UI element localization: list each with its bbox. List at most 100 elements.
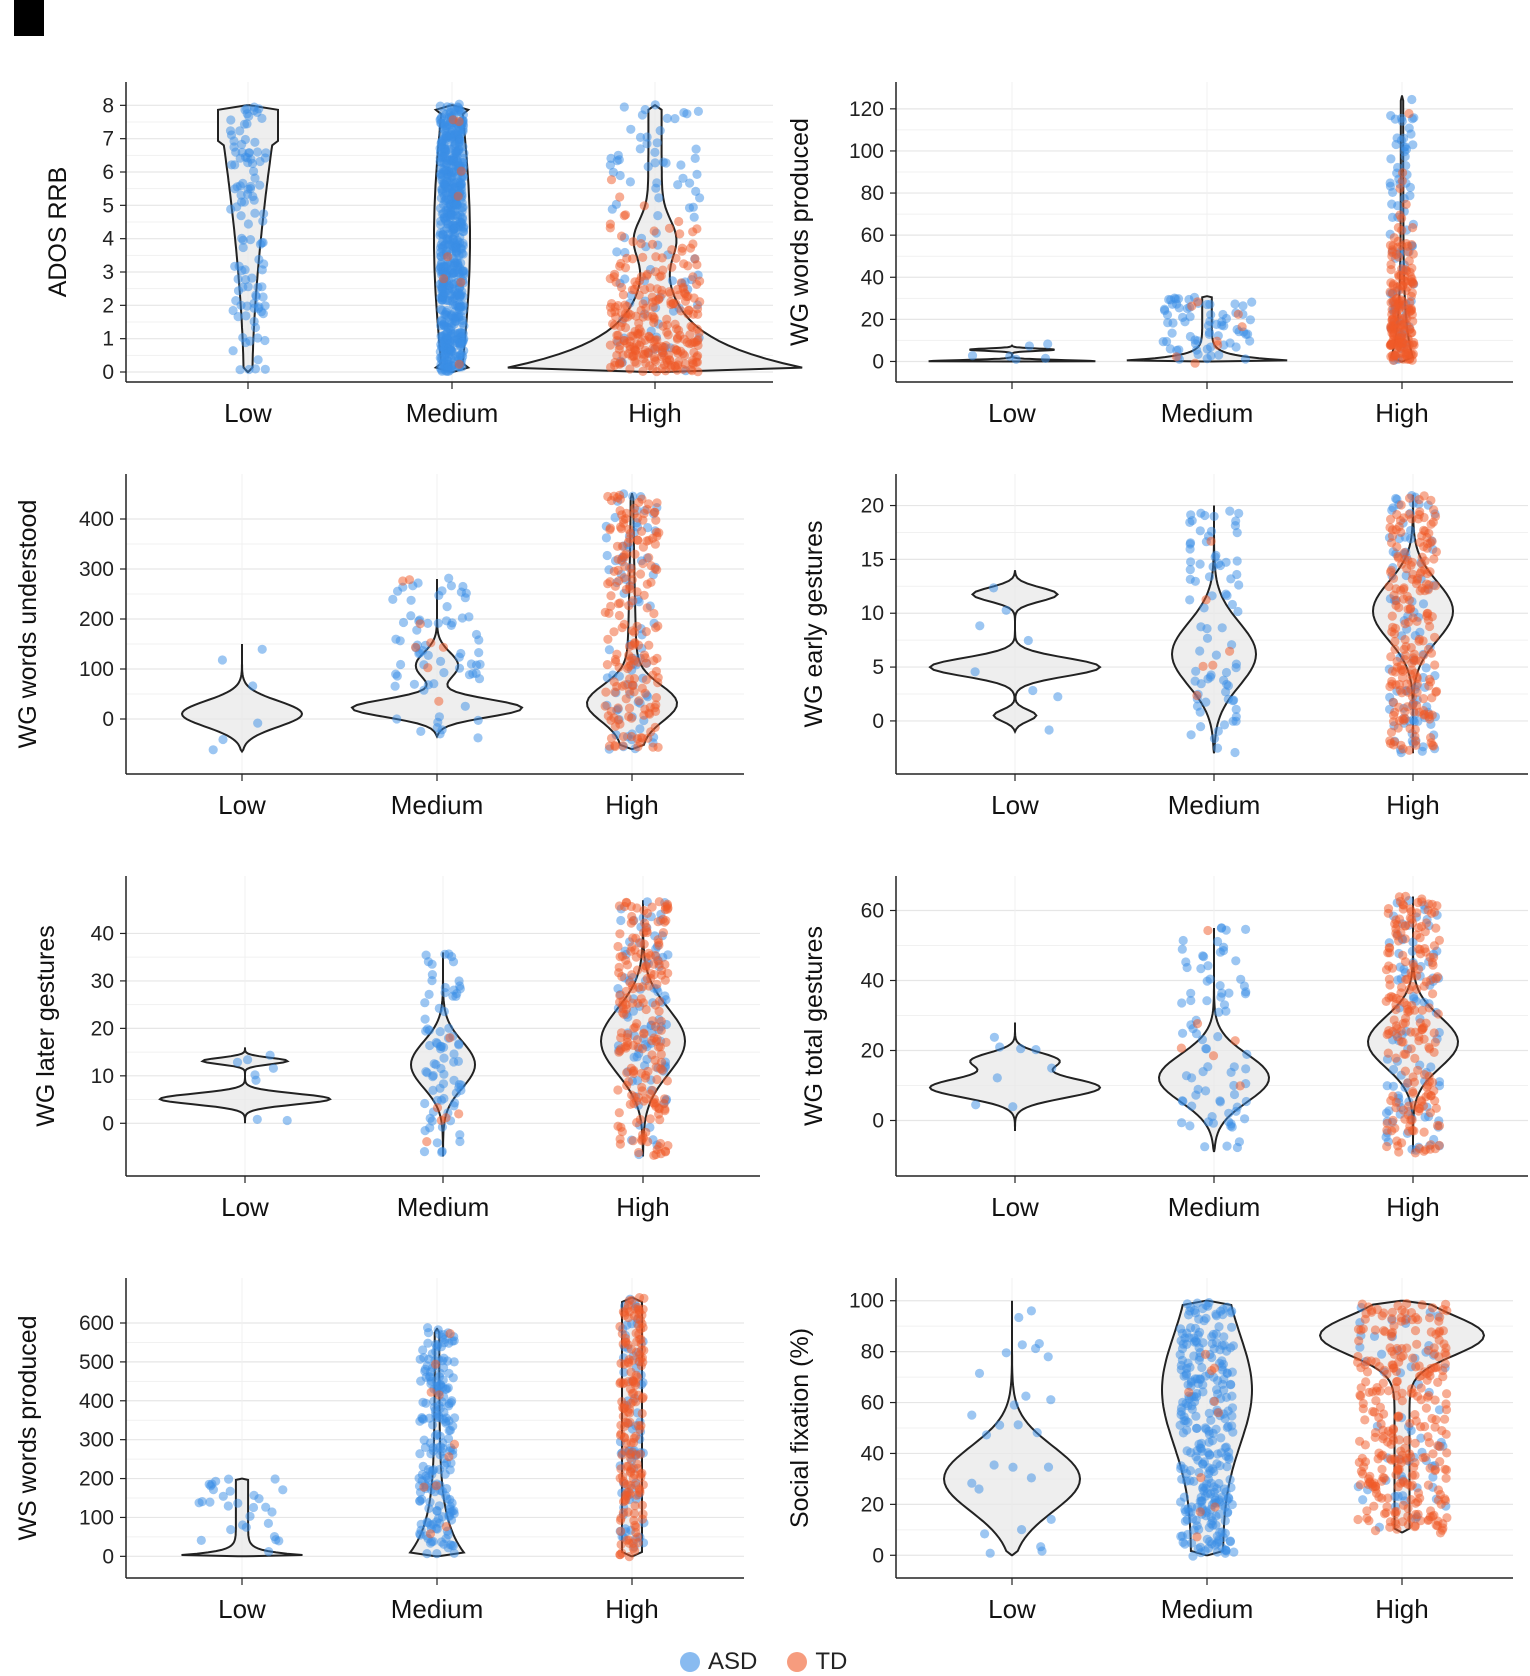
td-point bbox=[1397, 213, 1407, 223]
td-point bbox=[657, 289, 667, 299]
asd-point bbox=[1199, 952, 1209, 962]
td-point bbox=[635, 569, 646, 579]
asd-point bbox=[989, 1032, 1000, 1042]
td-point bbox=[664, 223, 675, 233]
asd-point bbox=[258, 216, 268, 226]
asd-point bbox=[248, 681, 258, 691]
asd-point bbox=[1205, 672, 1215, 682]
violin-shape bbox=[180, 644, 304, 754]
td-point bbox=[444, 1452, 454, 1462]
asd-point bbox=[444, 1401, 454, 1411]
td-point bbox=[600, 701, 610, 711]
asd-point bbox=[431, 1037, 441, 1048]
td-point bbox=[1379, 1326, 1389, 1336]
asd-point bbox=[255, 156, 265, 167]
asd-point bbox=[1181, 1370, 1191, 1380]
asd-point bbox=[1191, 1515, 1201, 1525]
td-point bbox=[456, 277, 466, 287]
td-point bbox=[639, 1028, 649, 1038]
asd-point bbox=[454, 663, 465, 673]
td-point bbox=[612, 493, 623, 503]
asd-point bbox=[1196, 622, 1206, 632]
td-point bbox=[619, 573, 629, 583]
asd-point bbox=[442, 305, 452, 316]
td-point bbox=[620, 300, 630, 310]
asd-point bbox=[1218, 1379, 1228, 1389]
asd-point bbox=[244, 364, 254, 375]
asd-point bbox=[1225, 1536, 1235, 1546]
asd-point bbox=[249, 105, 259, 116]
td-point bbox=[1356, 1325, 1366, 1335]
td-point bbox=[1192, 690, 1202, 701]
td-point bbox=[1390, 1123, 1400, 1133]
asd-point bbox=[428, 1070, 438, 1081]
td-point bbox=[631, 1480, 641, 1490]
td-point bbox=[1413, 1497, 1423, 1507]
asd-point bbox=[1242, 1049, 1252, 1059]
td-point bbox=[643, 1066, 653, 1076]
td-point bbox=[639, 905, 649, 916]
td-point bbox=[625, 581, 635, 592]
asd-point bbox=[1211, 1511, 1221, 1521]
td-point bbox=[1430, 1037, 1440, 1047]
asd-point bbox=[1225, 506, 1235, 516]
td-point bbox=[1389, 1349, 1399, 1359]
td-point bbox=[1412, 673, 1422, 684]
td-point bbox=[640, 918, 650, 928]
td-point bbox=[432, 1103, 443, 1113]
td-point bbox=[661, 916, 671, 926]
asd-point bbox=[235, 126, 245, 136]
asd-point bbox=[435, 1464, 445, 1475]
y-axis-title: Social fixation (%) bbox=[786, 1328, 814, 1528]
y-tick-label: 1 bbox=[102, 328, 114, 351]
td-point bbox=[622, 1535, 632, 1545]
td-point bbox=[1412, 687, 1422, 697]
td-point bbox=[1355, 1480, 1365, 1490]
asd-point bbox=[655, 126, 665, 136]
asd-point bbox=[425, 1538, 436, 1548]
asd-point bbox=[1196, 964, 1206, 974]
td-point bbox=[628, 1355, 638, 1365]
td-point bbox=[1426, 1140, 1436, 1150]
td-point bbox=[1365, 1477, 1375, 1487]
asd-point bbox=[1426, 1062, 1436, 1072]
td-point bbox=[1378, 1378, 1388, 1388]
td-point bbox=[1354, 1457, 1364, 1467]
asd-point bbox=[260, 301, 270, 311]
td-point bbox=[670, 319, 680, 329]
asd-point bbox=[1234, 508, 1244, 518]
asd-point bbox=[441, 1491, 451, 1501]
asd-point bbox=[228, 346, 238, 356]
td-point bbox=[1212, 336, 1222, 346]
chart-panel: 0 10 20 30 40 WG later gestures Low Medium High bbox=[32, 876, 760, 1222]
asd-point bbox=[1196, 508, 1206, 518]
td-point bbox=[656, 1016, 666, 1026]
asd-point bbox=[439, 1093, 449, 1104]
asd-point bbox=[1186, 988, 1196, 998]
td-point bbox=[674, 216, 684, 227]
x-category-label: High bbox=[1375, 398, 1428, 428]
asd-point bbox=[1192, 1298, 1202, 1308]
td-point bbox=[617, 971, 627, 982]
asd-point bbox=[1182, 1328, 1192, 1338]
td-point bbox=[615, 1322, 625, 1332]
td-point bbox=[632, 1490, 642, 1500]
asd-point bbox=[1222, 591, 1232, 601]
asd-point bbox=[1206, 310, 1216, 320]
td-point bbox=[1391, 1004, 1401, 1015]
asd-point bbox=[442, 602, 452, 612]
asd-point bbox=[443, 1543, 453, 1553]
td-point bbox=[1403, 1078, 1413, 1088]
td-point bbox=[1401, 891, 1411, 902]
td-point bbox=[438, 642, 448, 652]
td-point bbox=[625, 336, 635, 346]
asd-point bbox=[450, 223, 460, 233]
asd-point bbox=[1397, 113, 1407, 123]
asd-point bbox=[253, 333, 263, 343]
y-tick-label: 0 bbox=[872, 350, 884, 373]
asd-point bbox=[236, 197, 247, 207]
asd-point bbox=[242, 109, 252, 119]
asd-point bbox=[238, 333, 248, 343]
asd-point bbox=[270, 1474, 280, 1484]
td-point bbox=[1426, 1327, 1436, 1337]
